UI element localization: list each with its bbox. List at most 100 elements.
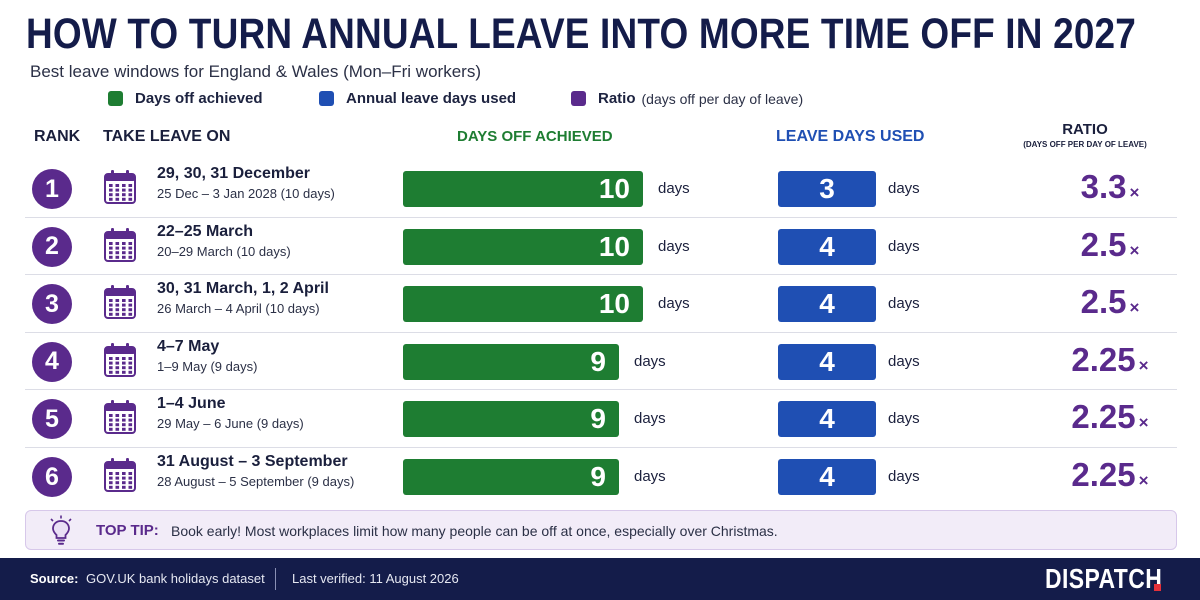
row-divider [25, 389, 1177, 391]
ratio-number: 2.25 [1071, 456, 1136, 493]
ratio-number: 2.25 [1071, 340, 1136, 378]
calendar-icon [104, 227, 136, 262]
legend: Days off achieved Annual leave days used… [0, 90, 1200, 110]
leave-used-bar: 4 [778, 459, 876, 495]
calendar-icon [104, 285, 136, 320]
column-header-ratio-title: RATIO [1062, 121, 1108, 138]
ratio-value: 2.25 × [1030, 456, 1190, 494]
leave-used-value: 4 [819, 461, 835, 492]
legend-item-ratio: Ratio (days off per day of leave) [571, 90, 803, 107]
leave-used-unit: days [888, 410, 920, 428]
rank-badge: 1 [32, 169, 72, 209]
leave-used-unit: days [888, 237, 920, 255]
leave-used-unit: days [888, 180, 920, 197]
leave-used-bar: 4 [778, 286, 876, 323]
leave-used-bar: 4 [778, 343, 876, 380]
column-header-leave-used: LEAVE DAYS USED [776, 128, 925, 145]
rank-badge: 6 [32, 457, 72, 497]
footer: Source: GOV.UK bank holidays dataset Las… [0, 558, 1200, 600]
leave-used-unit: days [888, 295, 920, 313]
table-row: 5 1–4 June 29 May – 6 June (9 days) 9 days 4 d… [25, 390, 1177, 448]
legend-note-ratio: (days off per day of leave) [641, 90, 804, 107]
top-tip-box: TOP TIP: Book early! Most workplaces lim… [25, 510, 1177, 550]
calendar-icon [104, 458, 136, 492]
footer-source-label: Source: [30, 571, 79, 586]
legend-swatch-ratio [571, 91, 586, 106]
days-off-bar: 10 [403, 228, 643, 265]
days-off-value: 10 [598, 288, 630, 320]
footer-last-verified: Last verified: 11 August 2026 [292, 571, 459, 586]
leave-used-bar: 4 [778, 228, 876, 265]
days-off-bar: 9 [403, 401, 619, 438]
days-off-value: 9 [590, 461, 606, 492]
leave-used-bar: 3 [778, 171, 876, 207]
leave-dates: 31 August – 3 September [157, 453, 348, 470]
leave-dates: 30, 31 March, 1, 2 April [157, 280, 329, 298]
footer-source: GOV.UK bank holidays dataset [86, 571, 265, 586]
ratio-value: 3.3 × [1030, 168, 1190, 206]
row-divider [25, 274, 1177, 276]
table-row: 4 4–7 May 1–9 May (9 days) 9 days 4 days 2.25 × [25, 333, 1177, 391]
ratio-value: 2.25 × [1030, 398, 1190, 436]
leave-dates: 22–25 March [157, 222, 254, 240]
days-off-unit: days [658, 180, 690, 197]
leave-dates: 29, 30, 31 December [157, 165, 310, 182]
table-row: 3 30, 31 March, 1, 2 April 26 March – 4 Ap… [25, 275, 1177, 333]
brand-logo-dot [1154, 584, 1161, 591]
page-subtitle: Best leave windows for England & Wales (… [30, 62, 481, 81]
time-off-window: 1–9 May (9 days) [157, 358, 258, 374]
leave-dates: 4–7 May [157, 337, 220, 355]
ratio-number: 3.3 [1080, 168, 1127, 205]
ratio-number: 2.5 [1080, 225, 1127, 263]
legend-label-days-off: Days off achieved [135, 90, 263, 107]
time-off-window: 20–29 March (10 days) [157, 243, 291, 259]
days-off-bar: 10 [403, 171, 643, 207]
time-off-window: 25 Dec – 3 Jan 2028 (10 days) [157, 186, 335, 201]
leave-used-value: 4 [819, 288, 835, 320]
column-header-ratio: RATIO (DAYS OFF PER DAY OF LEAVE) [1005, 121, 1165, 149]
leave-used-unit: days [888, 352, 920, 370]
column-header-take-leave: TAKE LEAVE ON [103, 128, 231, 145]
ratio-times-symbol: × [1138, 413, 1149, 433]
rank-badge: 3 [32, 284, 72, 325]
table-row: 2 22–25 March 20–29 March (10 days) 10 days 4… [25, 218, 1177, 276]
table-row: 6 31 August – 3 September 28 August – 5 Se… [25, 448, 1177, 506]
ratio-value: 2.25 × [1030, 341, 1190, 379]
calendar-icon [104, 342, 136, 377]
days-off-unit: days [658, 237, 690, 255]
page-title: HOW TO TURN ANNUAL LEAVE INTO MORE TIME … [26, 10, 1137, 58]
column-header-days-off: DAYS OFF ACHIEVED [457, 128, 613, 145]
footer-divider [275, 568, 276, 590]
days-off-unit: days [634, 352, 666, 370]
lightbulb-icon [50, 515, 72, 545]
table-row: 1 29, 30, 31 December 25 Dec – 3 Jan 2028 … [25, 160, 1177, 218]
ratio-times-symbol: × [1138, 471, 1149, 490]
top-tip-text: Book early! Most workplaces limit how ma… [171, 523, 778, 539]
ratio-times-symbol: × [1129, 183, 1140, 202]
ratio-number: 2.5 [1080, 283, 1127, 321]
legend-label-ratio: Ratio [598, 90, 636, 107]
days-off-value: 9 [590, 345, 606, 377]
ratio-number: 2.25 [1071, 398, 1136, 436]
calendar-icon [104, 400, 136, 435]
days-off-bar: 9 [403, 343, 619, 380]
leave-used-bar: 4 [778, 401, 876, 438]
time-off-window: 29 May – 6 June (9 days) [157, 416, 304, 432]
row-divider [25, 447, 1177, 448]
leave-used-value: 3 [819, 173, 835, 204]
rank-badge: 2 [32, 226, 72, 267]
leave-used-value: 4 [819, 345, 835, 377]
legend-item-days-off: Days off achieved [108, 90, 263, 107]
ratio-value: 2.5 × [1030, 226, 1190, 264]
ratio-value: 2.5 × [1030, 283, 1190, 321]
legend-swatch-leave-used [319, 91, 334, 106]
leave-dates: 1–4 June [157, 395, 226, 413]
brand-logo: DISPATCH [1045, 563, 1163, 594]
legend-label-leave-used: Annual leave days used [346, 90, 517, 107]
ratio-times-symbol: × [1129, 298, 1140, 318]
legend-item-leave-used: Annual leave days used [319, 90, 516, 107]
ratio-times-symbol: × [1129, 240, 1140, 260]
calendar-icon [104, 170, 136, 204]
leave-used-value: 4 [819, 230, 835, 262]
legend-swatch-days-off [108, 91, 123, 106]
